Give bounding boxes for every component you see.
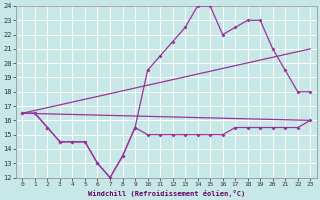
X-axis label: Windchill (Refroidissement éolien,°C): Windchill (Refroidissement éolien,°C) (88, 190, 245, 197)
